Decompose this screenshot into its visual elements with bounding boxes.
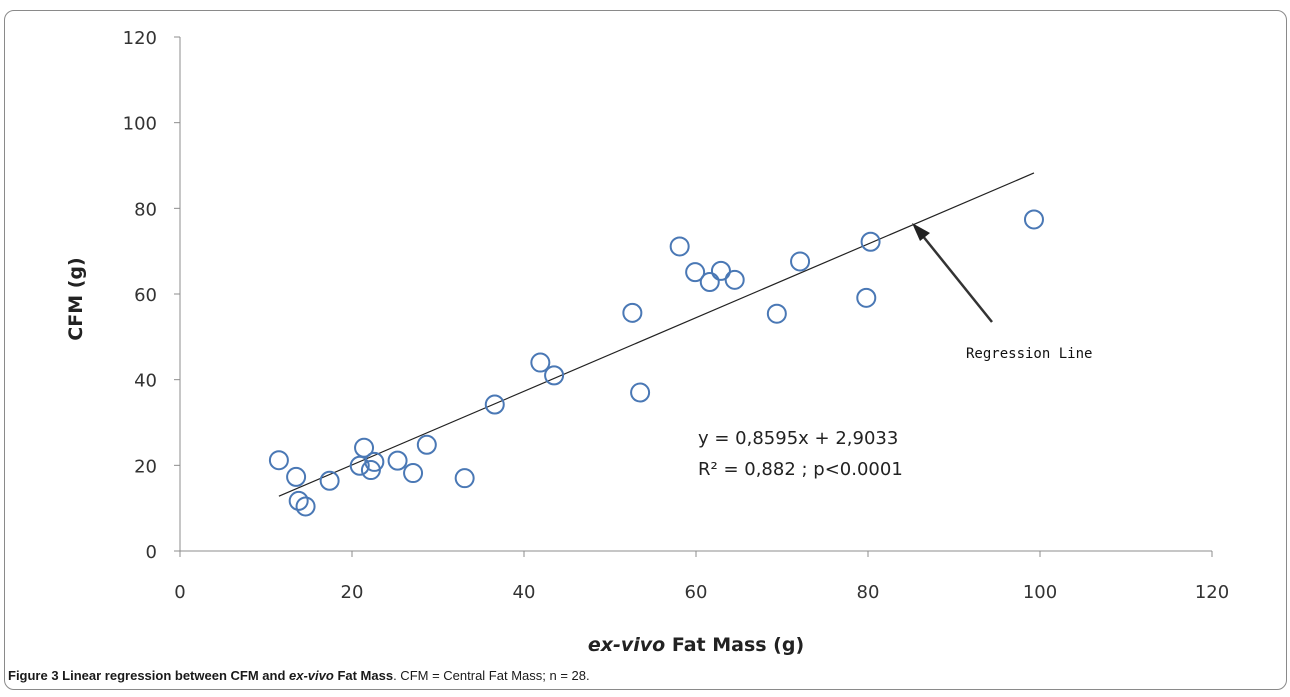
y-tick-label: 60 [134,285,157,306]
x-tick-label: 40 [513,582,536,603]
data-point [288,490,309,511]
data-point [295,496,316,517]
regression-line [278,172,1035,497]
regression-line-group [278,172,1035,497]
x-axis-title: ex-vivo Fat Mass (g) [588,634,804,656]
regression-callout-arrow [912,223,993,323]
data-point [710,260,731,281]
y-tick-label: 80 [134,199,157,220]
y-tick-label: 0 [146,542,157,563]
data-point [530,352,551,373]
y-tick-label: 20 [134,456,157,477]
data-point [454,468,475,489]
y-axis-title: CFM (g) [65,257,87,340]
x-tick-label: 20 [341,582,364,603]
data-point [630,382,651,403]
data-point [766,303,787,324]
data-point [268,450,289,471]
callout-arrow-head [912,223,930,241]
data-point [319,470,340,491]
y-tick-label: 100 [123,114,157,135]
data-point [622,302,643,323]
regression-equation: y = 0,8595x + 2,9033 [698,428,898,449]
r-squared-label: R² = 0,882 ; p<0.0001 [698,459,903,480]
scatter-chart: 0 20 40 60 80 100 120 0 20 40 60 80 100 120 y = 0,859… [65,28,1230,656]
data-point [364,451,385,472]
x-tick-label: 120 [1195,582,1229,603]
data-point [685,262,706,283]
data-point [286,466,307,487]
caption-bold-italic: ex-vivo [289,668,334,683]
x-tick-label: 100 [1023,582,1057,603]
x-tick-label: 60 [685,582,708,603]
x-axis-title-italic: ex-vivo [588,634,665,656]
data-point [669,236,690,257]
y-tick-label: 40 [134,371,157,392]
data-point [387,450,408,471]
data-point [403,463,424,484]
chart-tick-labels: 0 20 40 60 80 100 120 0 20 40 60 80 100 120 [123,28,1230,603]
x-tick-label: 0 [174,582,185,603]
regression-line-callout: Regression Line [966,346,1092,362]
data-point [856,287,877,308]
chart-axes [174,36,1213,557]
data-point [699,272,720,293]
caption-rest: . CFM = Central Fat Mass; n = 28. [393,668,590,683]
figure-caption: Figure 3 Linear regression between CFM a… [8,668,590,683]
data-points [268,209,1044,517]
x-axis-title-rest: Fat Mass (g) [672,634,804,656]
figure-frame [4,10,1287,690]
data-point [354,437,375,458]
x-tick-label: 80 [857,582,880,603]
data-point [790,251,811,272]
x-axis-title-space [665,634,672,656]
data-point [484,394,505,415]
caption-bold-suffix: Fat Mass [333,668,394,683]
data-point [860,231,881,252]
y-tick-label: 120 [123,28,157,49]
data-point [544,365,565,386]
data-point [724,269,745,290]
data-point [416,434,437,455]
callout-arrow-shaft [917,229,993,323]
data-point [1023,209,1044,230]
caption-bold-prefix: Figure 3 Linear regression between CFM a… [8,668,290,683]
